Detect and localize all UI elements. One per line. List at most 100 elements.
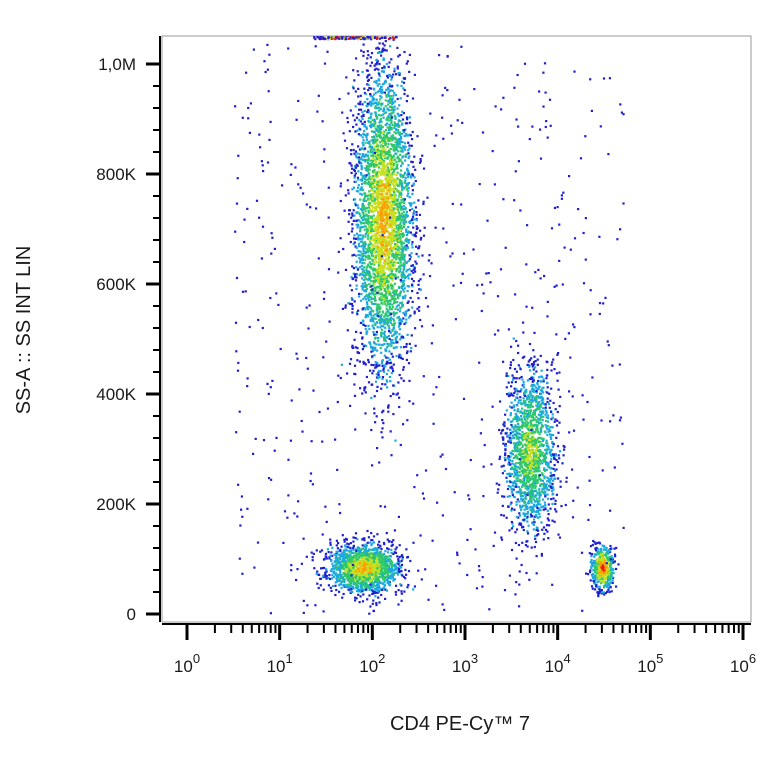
event-dot [515, 477, 518, 480]
event-dot [532, 390, 535, 393]
event-dot [353, 253, 356, 256]
event-dot [388, 139, 391, 142]
event-dot [417, 199, 420, 202]
event-dot [399, 256, 402, 259]
event-dot [371, 238, 374, 242]
event-dot [361, 268, 364, 271]
event-dot [538, 470, 541, 473]
event-dot [401, 273, 404, 276]
event-dot [363, 87, 366, 90]
event-dot [530, 432, 533, 435]
event-dot [552, 474, 555, 477]
event-dot [512, 337, 515, 340]
event-dot [406, 419, 409, 422]
event-dot [522, 380, 525, 384]
event-dot [363, 296, 366, 299]
event-dot [545, 486, 548, 489]
event-dot [549, 481, 552, 484]
event-dot [373, 87, 376, 90]
event-dot [526, 520, 529, 523]
event-dot [551, 474, 554, 477]
event-dot [392, 369, 395, 373]
event-dot [521, 471, 524, 474]
event-dot [538, 462, 541, 465]
event-dot [367, 361, 370, 364]
event-dot [389, 148, 392, 151]
event-dot [358, 257, 361, 260]
event-dot [363, 197, 366, 200]
event-dot [392, 318, 395, 321]
event-dot [391, 239, 394, 242]
event-dot [373, 298, 376, 301]
event-dot [391, 143, 394, 146]
event-dot [428, 275, 432, 278]
event-dot [375, 139, 378, 142]
event-dot [398, 226, 401, 229]
event-dot [384, 99, 387, 102]
event-dot [557, 431, 560, 434]
event-dot [544, 457, 547, 460]
event-dot [379, 263, 382, 266]
event-dot [393, 91, 396, 95]
event-dot [521, 356, 524, 359]
event-dot [349, 109, 352, 112]
event-dot [384, 148, 387, 151]
event-dot [392, 413, 395, 416]
event-dot [392, 268, 395, 271]
event-dot [360, 164, 363, 167]
event-dot [398, 191, 401, 194]
event-dot [380, 54, 383, 57]
event-dot [381, 318, 384, 321]
event-dot [554, 408, 557, 411]
event-dot [409, 134, 412, 137]
event-dot [353, 383, 356, 386]
event-dot [383, 338, 386, 341]
event-dot [408, 121, 412, 124]
event-dot [400, 301, 403, 304]
event-dot [381, 230, 384, 233]
event-dot [386, 108, 389, 111]
event-dot [532, 437, 535, 440]
event-dot [382, 294, 385, 297]
event-dot [388, 137, 391, 140]
event-dot [546, 382, 549, 385]
event-dot [534, 534, 537, 537]
event-dot [533, 504, 536, 507]
event-dot [430, 262, 433, 265]
event-dot [395, 393, 398, 396]
event-dot [380, 235, 384, 238]
event-dot [529, 393, 533, 396]
event-dot [367, 206, 370, 209]
event-dot [524, 412, 527, 415]
event-dot [381, 183, 384, 186]
event-dot [546, 530, 549, 533]
event-dot [387, 356, 390, 360]
event-dot [394, 212, 397, 215]
event-dot [366, 83, 369, 86]
event-dot [373, 199, 376, 202]
event-dot [532, 528, 535, 531]
event-dot [363, 192, 366, 195]
event-dot [383, 322, 386, 326]
event-dot [379, 279, 382, 282]
event-dot [393, 114, 396, 117]
event-dot [382, 116, 385, 119]
event-dot [537, 413, 540, 416]
event-dot [404, 276, 408, 279]
event-dot [509, 364, 512, 367]
event-dot [379, 119, 382, 122]
event-dot [534, 474, 537, 477]
event-dot [412, 226, 415, 229]
event-dot [367, 173, 370, 176]
event-dot [408, 155, 411, 158]
event-dot [409, 219, 412, 223]
event-dot [385, 379, 388, 382]
event-dot [366, 315, 370, 318]
event-dot [396, 295, 400, 298]
event-dot [520, 441, 523, 444]
event-dot [563, 448, 566, 451]
event-dot [510, 423, 513, 427]
event-dot [395, 230, 398, 233]
event-dot [374, 317, 377, 320]
event-dot [373, 149, 376, 152]
